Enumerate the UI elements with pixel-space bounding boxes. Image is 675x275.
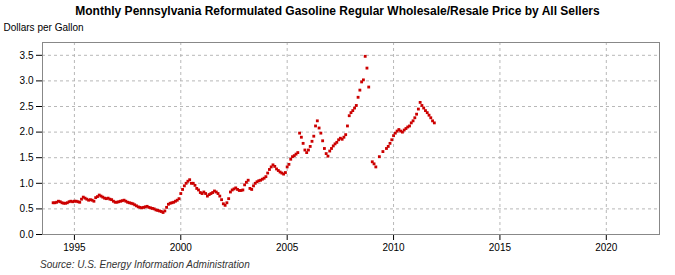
svg-text:Dollars per Gallon: Dollars per Gallon [4,22,84,33]
svg-text:2.0: 2.0 [20,126,34,137]
svg-text:2010: 2010 [382,242,405,253]
svg-text:2.5: 2.5 [20,101,34,112]
svg-text:2020: 2020 [595,242,618,253]
svg-text:2005: 2005 [276,242,299,253]
svg-text:3.5: 3.5 [20,50,34,61]
svg-text:1995: 1995 [63,242,86,253]
svg-text:1.5: 1.5 [20,152,34,163]
svg-text:2000: 2000 [170,242,193,253]
html-text:Source: U.S. Energy Informatio: Source: U.S. Energy Information Administ… [40,259,250,270]
svg-text:1.0: 1.0 [20,178,34,189]
svg-text:2015: 2015 [489,242,512,253]
svg-text:3.0: 3.0 [20,75,34,86]
svg-text:0.0: 0.0 [20,229,34,240]
svg-text:0.5: 0.5 [20,203,34,214]
html-text:Monthly Pennsylvania Reformula: Monthly Pennsylvania Reformulated Gasoli… [75,4,600,18]
